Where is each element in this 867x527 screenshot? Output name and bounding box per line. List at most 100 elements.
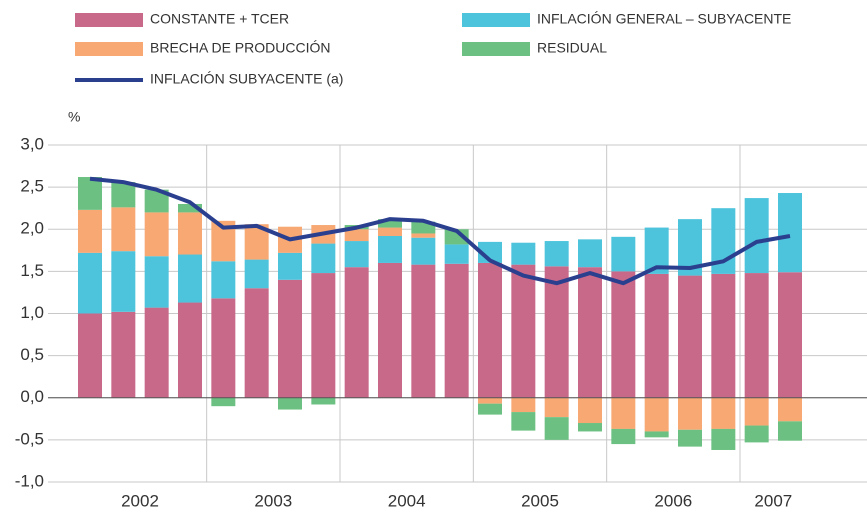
bar-segment	[511, 397, 536, 413]
y-tick-label: 0,0	[20, 387, 44, 406]
legend-label: INFLACIÓN GENERAL – SUBYACENTE	[537, 11, 791, 27]
legend-label: BRECHA DE PRODUCCIÓN	[150, 40, 330, 56]
y-tick-label: 2,0	[20, 219, 44, 238]
bar-segment	[511, 412, 536, 431]
bar-segment	[611, 236, 636, 272]
bar-segment	[611, 428, 636, 445]
bar-segment	[178, 203, 202, 213]
bar-segment	[311, 243, 336, 274]
bar-segment	[178, 254, 202, 303]
bar-segment	[378, 219, 402, 228]
bar-segment	[611, 397, 636, 429]
bar-segment	[111, 311, 136, 398]
x-tick-label: 2002	[121, 491, 159, 510]
bar-segment	[544, 266, 569, 398]
bar-segment	[344, 267, 369, 398]
legend-swatch	[462, 13, 530, 27]
x-tick-label: 2004	[388, 491, 426, 510]
bar-segment	[378, 235, 402, 263]
x-tick-label: 2007	[754, 491, 792, 510]
bar-segment	[478, 397, 502, 404]
bar-segment	[211, 261, 236, 299]
bar-segment	[311, 273, 336, 398]
bar-segment	[578, 267, 602, 398]
y-tick-label: 1,5	[20, 261, 44, 280]
bar-segment	[678, 397, 702, 430]
bar-segment	[78, 177, 102, 210]
bar-segment	[444, 229, 469, 245]
bar-segment	[378, 262, 402, 398]
bar-segment	[111, 207, 136, 252]
bar-segment	[611, 271, 636, 398]
bar-segment	[278, 397, 302, 410]
legend-swatch	[75, 42, 143, 56]
bar-segment	[311, 397, 336, 405]
bar-segment	[678, 275, 702, 398]
bar-segment	[344, 241, 369, 268]
bar-segment	[178, 212, 202, 255]
bar-segment	[711, 273, 736, 398]
bar-segment	[411, 237, 436, 265]
bar-segment	[178, 302, 202, 398]
y-tick-label: 3,0	[20, 134, 44, 153]
y-tick-label: -1,0	[15, 471, 44, 490]
y-axis-label: %	[68, 109, 80, 125]
bar-segment	[478, 262, 502, 398]
bar-segment	[778, 397, 802, 422]
bar-segment	[211, 397, 236, 407]
bar-segment	[144, 189, 169, 213]
bar-segment	[78, 209, 102, 253]
bar-segment	[711, 397, 736, 429]
bar-segment	[411, 264, 436, 398]
bar-segment	[544, 417, 569, 440]
bar-segment	[244, 259, 269, 289]
x-tick-label: 2005	[521, 491, 559, 510]
y-tick-label: 1,0	[20, 303, 44, 322]
bar-segment	[478, 403, 502, 415]
bar-segment	[78, 252, 102, 314]
bar-segment	[578, 397, 602, 424]
bar-segment	[511, 264, 536, 398]
bar-segment	[578, 423, 602, 432]
bar-segment	[144, 307, 169, 398]
bar-segment	[411, 221, 436, 234]
bar-segment	[144, 212, 169, 257]
bar-segment	[444, 244, 469, 264]
bar-segment	[744, 397, 769, 426]
bar-segment	[644, 431, 669, 438]
bar-segment	[211, 298, 236, 398]
y-tick-label: 2,5	[20, 177, 44, 196]
bar-segment	[344, 229, 369, 242]
bar-segment	[778, 421, 802, 441]
bar-segment	[278, 252, 302, 280]
line-series	[89, 176, 791, 286]
bar-segment	[244, 288, 269, 398]
bar-segment	[411, 233, 436, 238]
bar-segment	[444, 263, 469, 398]
y-tick-label: -0,5	[15, 429, 44, 448]
bar-segment	[78, 313, 102, 398]
bar-segment	[544, 397, 569, 418]
bar-segment	[511, 242, 536, 265]
bar-segment	[711, 428, 736, 450]
x-tick-label: 2006	[654, 491, 692, 510]
bar-segment	[144, 256, 169, 308]
legend-swatch	[462, 42, 530, 56]
bar-segment	[378, 227, 402, 236]
bar-segment	[111, 251, 136, 312]
bar-segment	[678, 429, 702, 447]
bar-segment	[544, 241, 569, 267]
bar-segment	[644, 273, 669, 398]
legend-swatch	[75, 13, 143, 27]
legend-label: CONSTANTE + TCER	[150, 11, 289, 27]
y-tick-label: 0,5	[20, 345, 44, 364]
bar-segment	[578, 239, 602, 268]
bar-segment	[644, 397, 669, 432]
bar-segment	[744, 273, 769, 398]
bar-segment	[111, 182, 136, 208]
bar-segment	[778, 272, 802, 398]
bar-segment	[778, 193, 802, 273]
bar-segment	[278, 279, 302, 398]
bar-segment	[744, 425, 769, 443]
